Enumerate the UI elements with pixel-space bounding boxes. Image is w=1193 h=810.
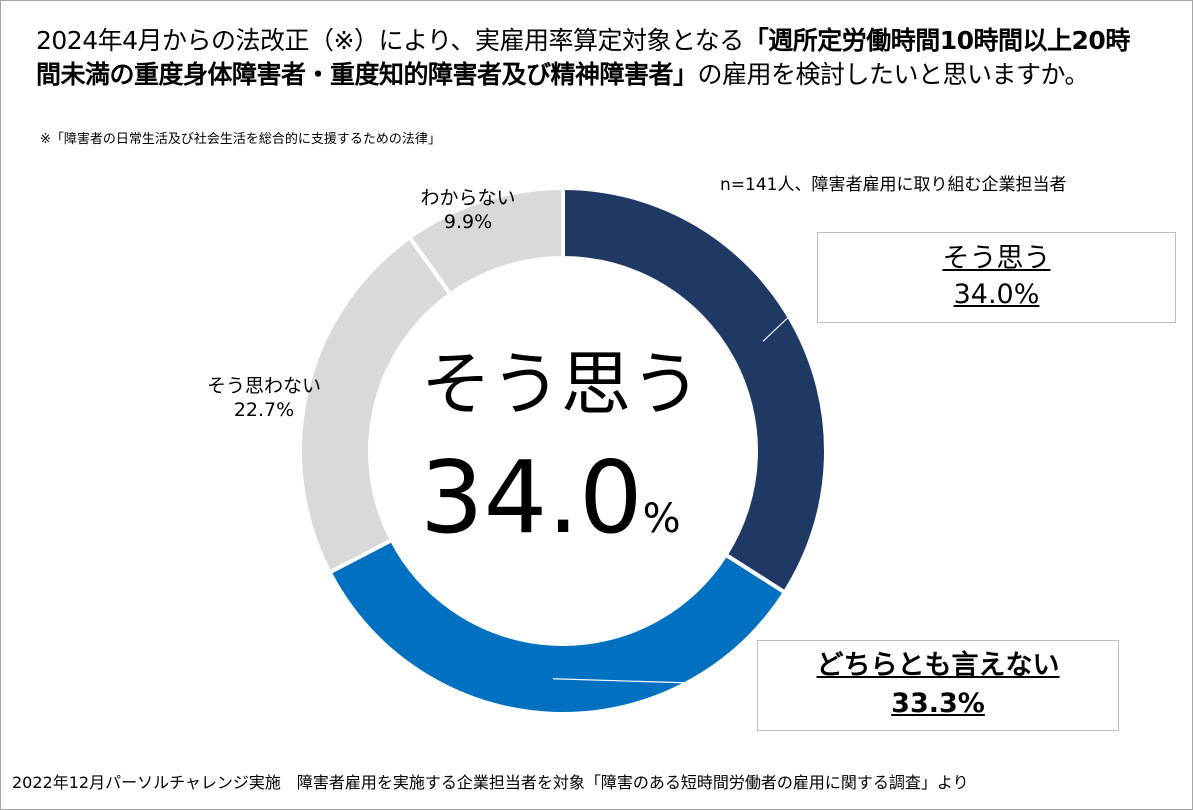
callout-souomou-value: 34.0% (953, 279, 1040, 310)
page-title: 2024年4月からの法改正（※）により、実雇用率算定対象となる「週所定労働時間1… (36, 24, 1146, 92)
slice-wakaranai (406, 185, 565, 298)
sample-size-label: n=141人、障害者雇用に取り組む企業担当者 (720, 175, 1067, 195)
label-souomowanai-name: そう思わない (206, 375, 321, 397)
title-suffix: の雇用を検討したいと思いますか。 (697, 60, 1090, 89)
label-souomowanai-value: 22.7% (233, 399, 295, 421)
label-wakaranai-value: 9.9% (443, 211, 493, 233)
label-souomowanai: そう思わない 22.7% (194, 374, 334, 422)
callout-dochira-name: どちらとも言えない (816, 650, 1060, 681)
callout-souomou: そう思う 34.0% (817, 232, 1176, 323)
slice-souomou (561, 185, 828, 596)
leader-line-souomou (762, 289, 818, 342)
callout-dochira-value: 33.3% (891, 688, 985, 719)
center-label: そう思う (421, 343, 701, 425)
source-note: 2022年12月パーソルチャレンジ実施 障害者雇用を実施する企業担当者を対象「障… (12, 773, 969, 792)
callout-souomou-name: そう思う (942, 243, 1051, 274)
label-wakaranai-name: わからない (420, 187, 516, 209)
center-value: 34.0% (420, 440, 720, 577)
footnote: ※「障害者の日常生活及び社会生活を総合的に支援するための法律」 (40, 132, 441, 147)
callout-dochira: どちらとも言えない 33.3% (757, 640, 1119, 731)
label-wakaranai: わからない 9.9% (408, 186, 528, 234)
slice-dochira (326, 537, 788, 716)
center-value-unit: % (642, 496, 681, 542)
leader-line-dochira (552, 678, 758, 686)
title-prefix: 2024年4月からの法改正（※）により、実雇用率算定対象となる (36, 26, 744, 55)
center-value-number: 34.0 (420, 439, 643, 556)
title-emphasis: 「週所定労働時間10時間以上20時間未満の重度身体障害者・重度知的障害者及び精神… (36, 26, 1130, 89)
